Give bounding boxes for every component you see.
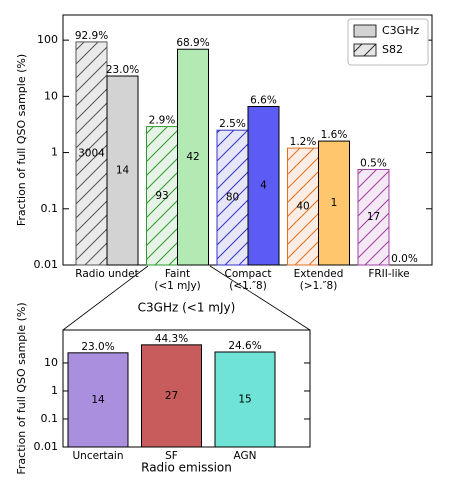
y-tick-label: 1 (51, 146, 58, 159)
zoom-connector (62, 265, 149, 331)
count-label: 14 (91, 394, 105, 406)
x-axis-label: Radio emission (141, 461, 232, 475)
value-label: 0.5% (360, 157, 387, 169)
count-label: 27 (165, 390, 178, 402)
x-tick-label: AGN (233, 450, 257, 462)
y-tick-label: 0.01 (34, 440, 59, 453)
count-label: 3004 (78, 147, 105, 159)
y-axis-label: Fraction of full QSO sample (%) (15, 302, 28, 474)
value-label: 2.9% (149, 115, 176, 127)
bar (146, 126, 178, 266)
value-label: 44.3% (155, 333, 188, 345)
value-label: 68.9% (176, 37, 209, 49)
x-tick-label: SF (165, 450, 178, 462)
y-tick-label: 10 (44, 356, 58, 369)
count-label: 4 (260, 180, 267, 192)
y-tick-label: 0.1 (41, 412, 59, 425)
bar (67, 352, 129, 448)
y-tick-label: 100 (37, 33, 58, 46)
bar (75, 41, 108, 266)
value-label: 2.5% (219, 118, 246, 130)
bar (216, 129, 249, 266)
x-tick-label: Radio undet (75, 268, 139, 280)
bar (318, 140, 350, 266)
bar (287, 147, 319, 266)
count-label: 42 (186, 151, 199, 163)
bar (357, 168, 390, 266)
x-tick-label: Compact (<1.″8) (224, 268, 272, 292)
legend-swatch (353, 24, 377, 38)
value-label: 23.0% (106, 64, 139, 76)
count-label: 93 (155, 190, 168, 202)
zoom-connector (209, 265, 311, 331)
legend-label: S82 (382, 43, 403, 56)
x-tick-label: FRII-like (368, 268, 410, 280)
value-label: 23.0% (81, 341, 114, 353)
bar (141, 344, 202, 448)
bar (214, 351, 276, 448)
legend-label: C3GHz (382, 24, 419, 37)
bar (106, 75, 139, 266)
y-tick-label: 1 (51, 384, 58, 397)
y-tick-label: 0.1 (41, 202, 59, 215)
value-label: 1.6% (321, 129, 348, 141)
y-tick-label: 10 (44, 89, 58, 102)
count-label: 40 (296, 201, 309, 213)
legend-swatch (353, 43, 377, 57)
y-tick-label: 0.01 (34, 258, 59, 271)
chart-title: C3GHz (<1 mJy) (138, 301, 236, 315)
x-tick-label: Uncertain (72, 450, 124, 462)
count-label: 80 (226, 192, 239, 204)
count-label: 1 (331, 197, 338, 209)
count-label: 14 (116, 165, 130, 177)
x-tick-label: Extended (>1.″8) (293, 268, 344, 292)
value-label: 24.6% (228, 340, 261, 352)
value-label: 92.9% (75, 30, 108, 42)
bar (247, 105, 280, 266)
count-label: 17 (367, 211, 380, 223)
value-label: 0.0% (391, 253, 418, 265)
x-tick-label: Faint (<1 mJy) (154, 268, 201, 292)
count-label: 15 (238, 393, 251, 405)
value-label: 6.6% (250, 94, 277, 106)
value-label: 1.2% (290, 136, 317, 148)
bar (177, 48, 209, 266)
y-axis-label: Fraction of full QSO sample (%) (15, 54, 28, 226)
